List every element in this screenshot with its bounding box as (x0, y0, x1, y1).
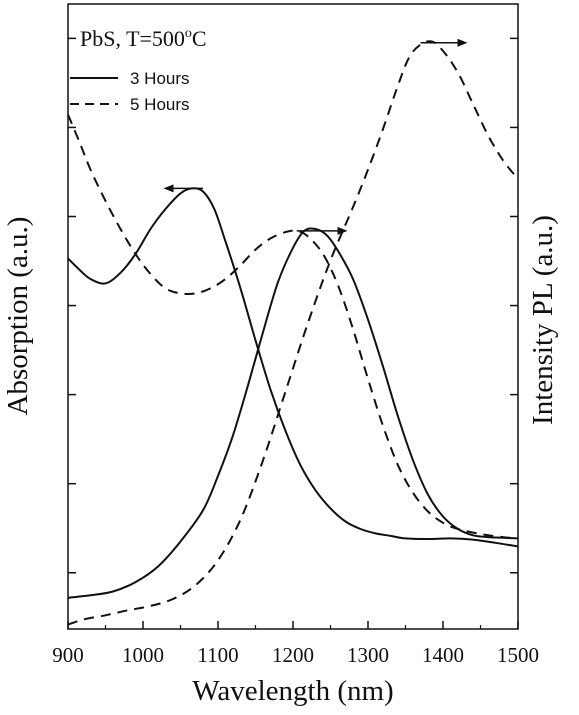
legend-label-5-hours: 5 Hours (130, 95, 190, 114)
y-axis-label-right: Intensity PL (a.u.) (527, 215, 559, 425)
x-tick-label-900: 900 (52, 643, 84, 667)
x-tick-label-1100: 1100 (197, 643, 238, 667)
x-axis-ticks: 900 1000 1100 1200 1300 1400 1500 (52, 621, 539, 667)
x-tick-label-1000: 1000 (122, 643, 164, 667)
series-layer (67, 40, 519, 626)
legend: 3 Hours 5 Hours (70, 69, 190, 114)
series-3-hours-absorption (67, 187, 519, 548)
series-5-hours-absorption (67, 114, 519, 540)
y-axis-ticks (68, 37, 518, 574)
x-tick-label-1400: 1400 (422, 643, 464, 667)
x-tick-label-1500: 1500 (497, 643, 539, 667)
arrow-layer (163, 38, 468, 235)
x-tick-label-1300: 1300 (347, 643, 389, 667)
x-tick-label-1200: 1200 (272, 643, 314, 667)
x-axis-label: Wavelength (nm) (192, 675, 393, 707)
series-3-hours-pl (67, 227, 519, 599)
y-axis-label-left: Absorption (a.u.) (2, 217, 34, 416)
annotation-sample: PbS, T=500oC (80, 26, 207, 51)
legend-label-3-hours: 3 Hours (130, 69, 190, 88)
series-5-hours-pl (67, 40, 519, 626)
